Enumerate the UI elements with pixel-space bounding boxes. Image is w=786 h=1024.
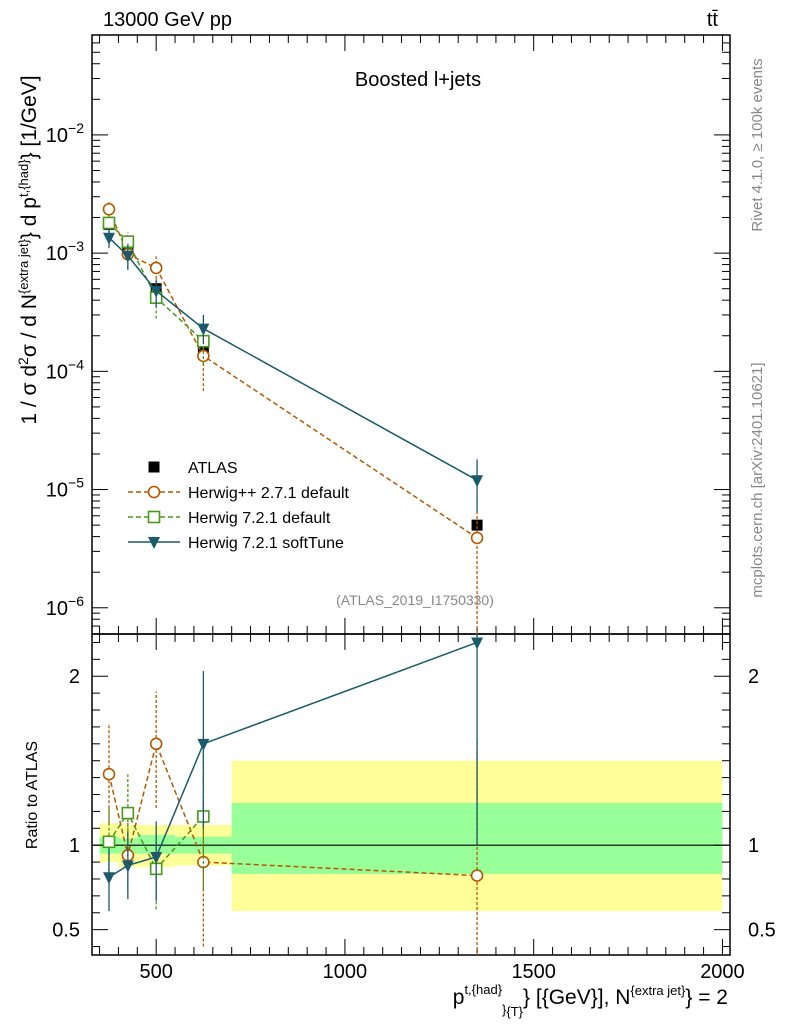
legend: ATLAS Herwig++ 2.7.1 default Herwig 7.2.1 … [128,460,350,552]
data-point [149,261,163,275]
mcplots-label: mcplots.cern.ch [arXiv:2401.10621] [749,362,766,597]
series-line [108,222,204,342]
ratio-point [121,860,134,873]
ratio-point [149,737,163,751]
ratio-point [471,637,484,650]
data-point [102,216,116,230]
ratio-y-tick-label-right: 1 [748,835,759,857]
ratio-point [102,835,116,849]
process-label: tt̄ [707,9,719,31]
y-tick-label: 10−5 [46,475,84,502]
ratio-y-tick-label: 0.5 [52,920,80,942]
plot-title: Boosted l+jets [355,69,481,91]
legend-marker [148,537,160,549]
data-point [197,323,210,336]
rivet-version-label: Rivet 4.1.0, ≥ 100k events [749,58,766,231]
x-tick-label: 500 [139,961,172,983]
legend-label: ATLAS [188,460,238,477]
x-axis-label: pt,{had}}{T}} [{GeV}], N{extra jet}} = 2 [453,982,728,1019]
legend-marker [148,461,160,473]
main-y-axis-label: 1 / σ d2σ / d N{extra jet}} d pt,{had}} … [15,75,41,424]
data-point [470,531,484,545]
ratio-point [102,767,116,781]
legend-marker [147,485,161,499]
main-y-ticks: 10−6 10−5 10−4 10−3 10−2 [46,34,730,635]
y-tick-label: 10−6 [46,593,84,620]
data-point [471,519,483,531]
x-tick-label: 1000 [323,961,368,983]
x-ticks: 500 1000 1500 2000 [99,35,745,983]
x-tick-label: 2000 [700,961,745,983]
main-series-1 [102,200,484,634]
data-point [150,285,163,298]
y-tick-label: 10−2 [46,120,84,147]
ratio-y-tick-label-right: 0.5 [748,920,776,942]
ratio-y-tick-label: 1 [69,835,80,857]
ratio-point [197,738,210,751]
y-tick-label: 10−3 [46,238,84,265]
main-series-3 [102,228,484,512]
data-point [121,250,134,263]
legend-label: Herwig 7.2.1 default [188,510,331,527]
x-tick-label: 1500 [511,961,556,983]
legend-marker [147,510,161,524]
data-point [102,232,115,245]
ratio-line [108,811,204,871]
legend-label: Herwig++ 2.7.1 default [188,485,350,502]
ratio-y-tick-label-right: 2 [748,666,759,688]
ratio-line [108,741,478,877]
data-point [471,475,484,488]
ratio-series-2 [102,634,484,912]
ratio-series-0 [102,691,484,955]
series-line [108,237,478,481]
ratio-y-tick-label: 2 [69,666,80,688]
ratio-y-ticks: 0.5 0.5 1 1 2 2 [52,641,776,948]
data-point [102,202,116,216]
ratio-point [102,872,115,885]
watermark: (ATLAS_2019_I1750330) [336,592,494,608]
ratio-point [150,852,163,865]
y-tick-label: 10−4 [46,356,84,383]
ratio-point [470,869,484,882]
legend-label: Herwig 7.2.1 softTune [188,535,344,552]
ratio-y-axis-label: Ratio to ATLAS [24,741,41,849]
energy-label: 13000 GeV pp [103,9,232,31]
ratio-point [121,806,135,820]
